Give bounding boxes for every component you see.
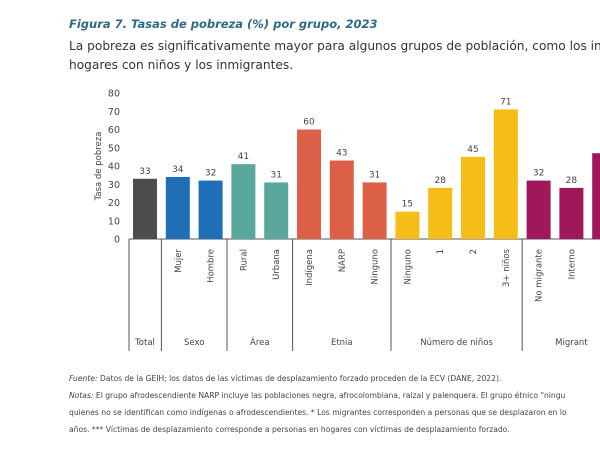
- y-tick-label: 0: [114, 235, 120, 246]
- notes-line: años. *** Víctimas de desplazamiento cor…: [69, 425, 510, 434]
- y-axis-label: Tasa de pobreza: [94, 132, 104, 202]
- category-label: Urbana: [272, 249, 282, 280]
- category-label: Interno: [567, 249, 577, 279]
- category-label: Indígena: [305, 249, 315, 286]
- category-label: Hombre: [207, 249, 217, 283]
- category-label: NARP: [338, 249, 348, 272]
- y-tick-label: 60: [108, 125, 120, 136]
- data-label: 32: [205, 169, 216, 179]
- y-tick-label: 40: [108, 162, 120, 173]
- bar: [231, 164, 256, 239]
- data-label: 34: [172, 165, 184, 175]
- category-label: Ninguno: [371, 249, 381, 284]
- source-label: Fuente:: [69, 374, 98, 383]
- category-label: 3+ niños: [502, 248, 512, 287]
- group-label: Migrant: [555, 338, 588, 348]
- group-label: Número de niños: [420, 338, 493, 348]
- bar: [461, 156, 485, 239]
- data-label: 60: [303, 118, 315, 128]
- source-text: Datos de la GEIH; los datos de las vícti…: [97, 374, 502, 383]
- figure-title: Figura 7. Tasas de pobreza (%) por grupo…: [69, 17, 378, 31]
- data-label: 31: [369, 170, 380, 180]
- subtitle-line: La pobreza es significativamente mayor p…: [69, 39, 600, 53]
- data-label: 31: [270, 170, 281, 180]
- bar: [297, 129, 321, 239]
- bar: [395, 211, 420, 239]
- bar: [362, 182, 387, 239]
- bar: [329, 160, 354, 239]
- figure-subtitle: La pobreza es significativamente mayor p…: [69, 37, 600, 75]
- group-label: Total: [134, 338, 155, 348]
- category-label: Ninguno: [403, 249, 413, 284]
- group-label: Área: [250, 336, 270, 348]
- bar: [198, 180, 223, 239]
- bar: [428, 187, 453, 239]
- group-label: Etnia: [331, 338, 353, 348]
- y-tick-label: 20: [108, 198, 120, 209]
- data-label: 32: [533, 169, 544, 179]
- y-tick-label: 70: [108, 107, 120, 118]
- source-note: Fuente: Datos de la GEIH; los datos de l…: [69, 374, 501, 383]
- data-label: 15: [402, 200, 413, 210]
- data-label: 43: [336, 149, 347, 159]
- bar: [526, 180, 551, 239]
- category-label: 2: [469, 249, 479, 254]
- group-label: Sexo: [184, 338, 204, 348]
- y-tick-label: 30: [108, 180, 120, 191]
- bar: [559, 187, 584, 239]
- category-label: Mujer: [174, 249, 184, 273]
- bar: [592, 153, 600, 239]
- data-label: 33: [139, 167, 150, 177]
- notes-line: quienes no se identifican como indígenas…: [69, 408, 567, 417]
- subtitle-line: hogares con niños y los inmigrantes.: [69, 58, 294, 72]
- data-label: 45: [467, 145, 478, 155]
- data-label: 71: [500, 97, 511, 107]
- bar: [493, 109, 518, 239]
- y-tick-label: 50: [108, 143, 120, 154]
- data-label: 28: [434, 176, 446, 186]
- category-label: No migrante: [535, 249, 545, 302]
- notes-text: El grupo afrodescendiente NARP incluye l…: [93, 391, 566, 400]
- y-tick-label: 80: [108, 89, 120, 100]
- data-label: 41: [238, 152, 249, 162]
- category-label: Rural: [239, 249, 249, 271]
- bar: [264, 182, 289, 239]
- bar: [165, 176, 190, 239]
- notes-line: Notas: El grupo afrodescendiente NARP in…: [69, 391, 565, 400]
- category-label: 1: [436, 249, 446, 254]
- data-label: 28: [566, 176, 578, 186]
- bar: [133, 178, 157, 239]
- notes-label: Notas:: [69, 391, 94, 400]
- y-tick-label: 10: [108, 216, 120, 227]
